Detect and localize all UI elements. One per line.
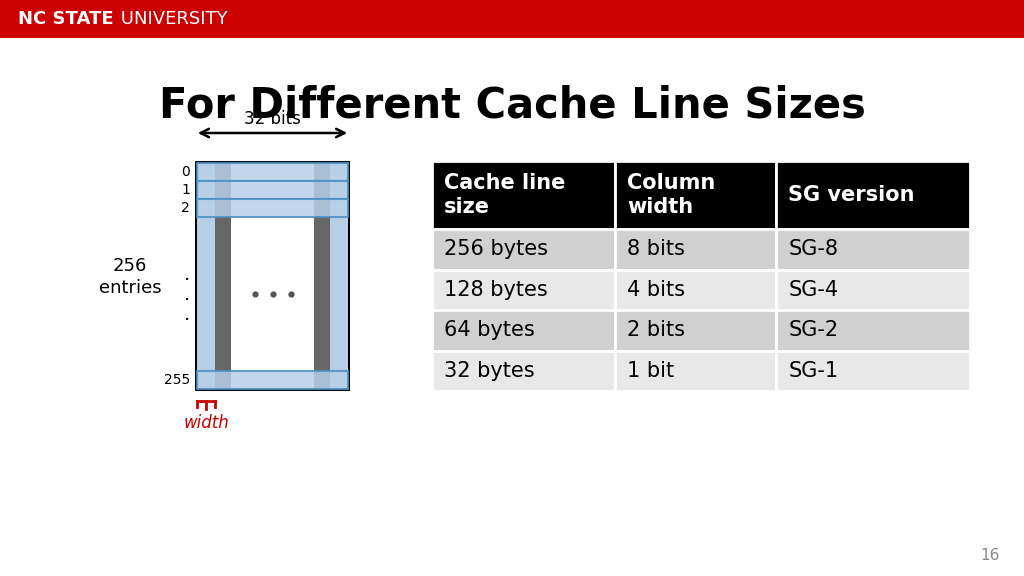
Bar — [615, 351, 776, 391]
Bar — [615, 310, 776, 351]
Text: SG-8: SG-8 — [788, 239, 839, 259]
Bar — [432, 270, 615, 310]
Bar — [330, 163, 348, 389]
Bar — [0, 0, 1024, 38]
Bar — [215, 163, 231, 389]
Text: SG-1: SG-1 — [788, 361, 839, 381]
Text: SG-4: SG-4 — [788, 280, 839, 300]
Bar — [432, 229, 615, 270]
Bar — [615, 270, 776, 310]
Text: 1 bit: 1 bit — [627, 361, 674, 381]
Bar — [615, 229, 776, 270]
Text: 32 bytes: 32 bytes — [444, 361, 535, 381]
Bar — [197, 199, 348, 217]
Bar — [776, 229, 970, 270]
Bar — [615, 161, 776, 229]
Text: 2: 2 — [181, 201, 190, 215]
Text: 0: 0 — [181, 165, 190, 179]
Text: SG version: SG version — [788, 185, 914, 205]
Text: entries: entries — [98, 279, 162, 297]
Text: 16: 16 — [980, 548, 999, 563]
Bar — [432, 310, 615, 351]
Text: Cache line
size: Cache line size — [444, 173, 565, 217]
Bar — [432, 351, 615, 391]
Bar — [197, 163, 348, 181]
Text: 8 bits: 8 bits — [627, 239, 685, 259]
Bar — [776, 351, 970, 391]
Text: 128 bytes: 128 bytes — [444, 280, 548, 300]
Bar — [314, 163, 330, 389]
Text: width: width — [183, 414, 229, 432]
Text: NC STATE: NC STATE — [18, 10, 114, 28]
Text: .: . — [183, 264, 190, 283]
Text: 32 bits: 32 bits — [244, 110, 301, 128]
Text: UNIVERSITY: UNIVERSITY — [115, 10, 227, 28]
Bar — [197, 181, 348, 199]
Bar — [776, 270, 970, 310]
Bar — [231, 163, 314, 389]
Bar — [432, 161, 615, 229]
Text: 4 bits: 4 bits — [627, 280, 685, 300]
Text: 256 bytes: 256 bytes — [444, 239, 548, 259]
Bar — [776, 161, 970, 229]
Bar — [776, 310, 970, 351]
Text: For Different Cache Line Sizes: For Different Cache Line Sizes — [159, 85, 865, 127]
Text: .: . — [183, 285, 190, 304]
Bar — [197, 371, 348, 389]
Text: 2 bits: 2 bits — [627, 320, 685, 340]
Text: SG-2: SG-2 — [788, 320, 839, 340]
Text: 64 bytes: 64 bytes — [444, 320, 535, 340]
Text: 255: 255 — [164, 373, 190, 387]
Bar — [195, 161, 350, 391]
Text: 1: 1 — [181, 183, 190, 197]
Bar — [197, 163, 215, 389]
Text: 256: 256 — [113, 257, 147, 275]
Text: Column
width: Column width — [627, 173, 715, 217]
Text: .: . — [183, 305, 190, 324]
